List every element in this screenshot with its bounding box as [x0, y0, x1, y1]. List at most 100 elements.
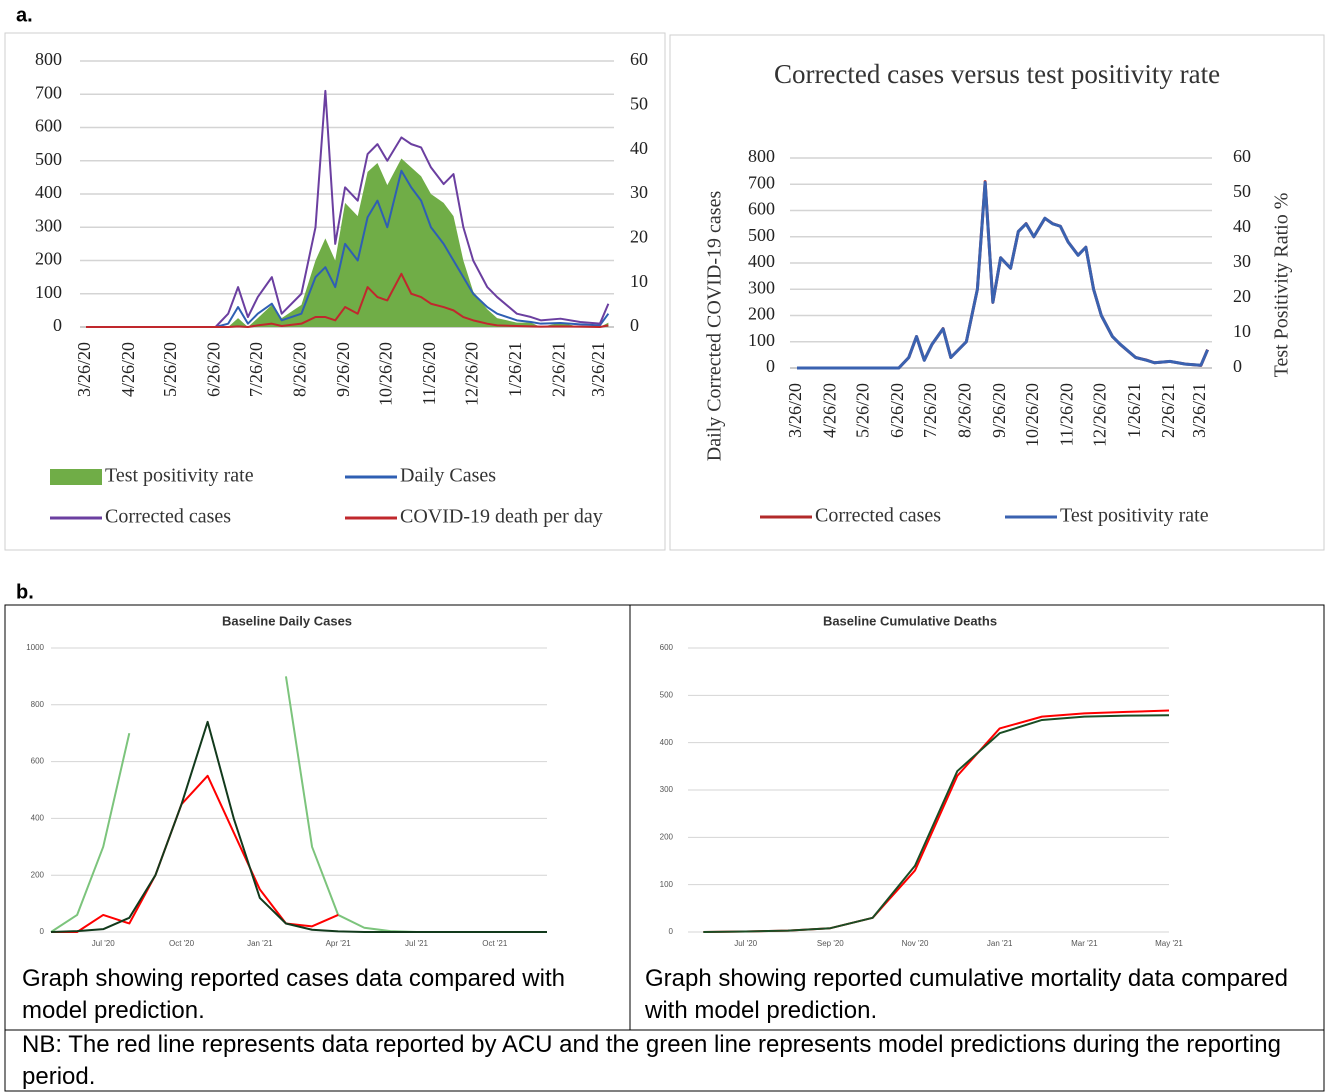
y2-tick-label: 0: [630, 315, 639, 335]
caption: Graph showing reported cases data compar…: [22, 965, 565, 1024]
legend-label: COVID-19 death per day: [400, 506, 603, 528]
y-tick-label: 0: [53, 315, 62, 335]
line: [703, 709, 1170, 933]
y-tick-label: 0: [669, 927, 674, 936]
y2-axis-label: Test Positivity Ratio %: [1271, 193, 1293, 378]
y2-tick-label: 10: [1233, 321, 1251, 341]
x-tick-label: 12/26/20: [1089, 383, 1109, 447]
y-tick-label: 400: [31, 814, 45, 823]
x-tick-label: 10/26/20: [375, 342, 395, 406]
note: NB: The red line represents data reporte…: [22, 1031, 1281, 1090]
chart-title: Corrected cases versus test positivity r…: [773, 59, 1221, 89]
x-tick-label: May '21: [1155, 939, 1183, 948]
x-tick-label: 6/26/20: [204, 342, 224, 397]
y-tick-label: 600: [660, 643, 674, 652]
y-tick-label: 700: [748, 172, 775, 192]
x-tick-label: 8/26/20: [290, 342, 310, 397]
y-tick-label: 600: [35, 116, 62, 136]
x-tick-label: 3/26/20: [74, 342, 94, 397]
y-tick-label: 200: [748, 304, 775, 324]
y2-tick-label: 10: [630, 271, 648, 291]
y2-tick-label: 50: [1233, 181, 1251, 201]
x-tick-label: Oct '21: [482, 939, 508, 948]
x-tick-label: Oct '20: [169, 939, 195, 948]
x-tick-label: 9/26/20: [333, 342, 353, 397]
y-tick-label: 300: [748, 277, 775, 297]
line: [50, 720, 547, 933]
y-tick-label: 700: [35, 82, 62, 102]
x-tick-label: 4/26/20: [118, 342, 138, 397]
x-tick-label: Jul '20: [734, 939, 757, 948]
legend-label: Corrected cases: [815, 505, 941, 527]
x-tick-label: 8/26/20: [954, 383, 974, 438]
line: [797, 180, 1209, 370]
y-tick-label: 100: [660, 880, 674, 889]
x-tick-label: Jan '21: [247, 939, 273, 948]
y2-tick-label: 50: [630, 93, 648, 113]
x-tick-label: 11/26/20: [419, 342, 439, 405]
x-tick-label: 7/26/20: [246, 342, 266, 397]
y-tick-label: 0: [40, 927, 45, 936]
legend-swatch: [50, 469, 102, 485]
y-tick-label: 600: [748, 199, 775, 219]
y-tick-label: 600: [31, 757, 45, 766]
x-tick-label: Jul '20: [92, 939, 115, 948]
x-tick-label: 2/26/21: [549, 342, 569, 397]
x-tick-label: 9/26/20: [989, 383, 1009, 438]
line: [86, 89, 610, 328]
line: [703, 714, 1170, 933]
x-tick-label: 12/26/20: [461, 342, 481, 406]
x-tick-label: 3/26/21: [588, 342, 608, 397]
y-tick-label: 200: [660, 832, 674, 841]
x-tick-label: Jan '21: [987, 939, 1013, 948]
table-frame: [4, 604, 1325, 1092]
y-tick-label: 500: [660, 690, 674, 699]
x-tick-label: 4/26/20: [819, 383, 839, 438]
y2-tick-label: 0: [1233, 356, 1242, 376]
y-tick-label: 0: [766, 356, 775, 376]
legend-label: Test positivity rate: [105, 465, 254, 487]
x-tick-label: Apr '21: [326, 939, 352, 948]
y-tick-label: 200: [31, 870, 45, 879]
legend-label: Daily Cases: [400, 465, 496, 487]
y-tick-label: 1000: [26, 643, 44, 652]
y-tick-label: 800: [35, 49, 62, 69]
x-tick-label: Sep '20: [817, 939, 844, 948]
y2-tick-label: 40: [630, 138, 648, 158]
area: [86, 158, 609, 327]
y-tick-label: 500: [748, 225, 775, 245]
y2-tick-label: 30: [630, 182, 648, 202]
line: [86, 272, 609, 328]
y2-tick-label: 20: [630, 226, 648, 246]
line: [86, 169, 610, 328]
legend-label: Corrected cases: [105, 506, 231, 528]
y2-tick-label: 40: [1233, 216, 1251, 236]
line: [51, 774, 339, 933]
x-tick-label: 3/26/21: [1189, 383, 1209, 438]
panel-label: a.: [16, 4, 33, 26]
y-tick-label: 800: [31, 700, 45, 709]
x-tick-label: 6/26/20: [887, 383, 907, 438]
panel-frame: [669, 34, 1325, 551]
x-tick-label: 11/26/20: [1056, 383, 1076, 446]
y2-tick-label: 60: [630, 49, 648, 69]
y-tick-label: 400: [35, 182, 62, 202]
y-tick-label: 500: [35, 149, 62, 169]
y2-tick-label: 20: [1233, 286, 1251, 306]
y-tick-label: 100: [748, 330, 775, 350]
x-tick-label: 5/26/20: [853, 383, 873, 438]
line: [50, 676, 547, 933]
x-tick-label: 1/26/21: [1124, 383, 1144, 438]
x-tick-label: 5/26/20: [160, 342, 180, 397]
chart-title: Baseline Cumulative Deaths: [823, 613, 997, 628]
y2-tick-label: 30: [1233, 251, 1251, 271]
x-tick-label: Nov '20: [902, 939, 929, 948]
caption: Graph showing reported cumulative mortal…: [645, 965, 1288, 1024]
line: [797, 181, 1209, 370]
y-tick-label: 200: [35, 249, 62, 269]
y-tick-label: 100: [35, 282, 62, 302]
y2-tick-label: 60: [1233, 146, 1251, 166]
x-tick-label: Mar '21: [1071, 939, 1098, 948]
